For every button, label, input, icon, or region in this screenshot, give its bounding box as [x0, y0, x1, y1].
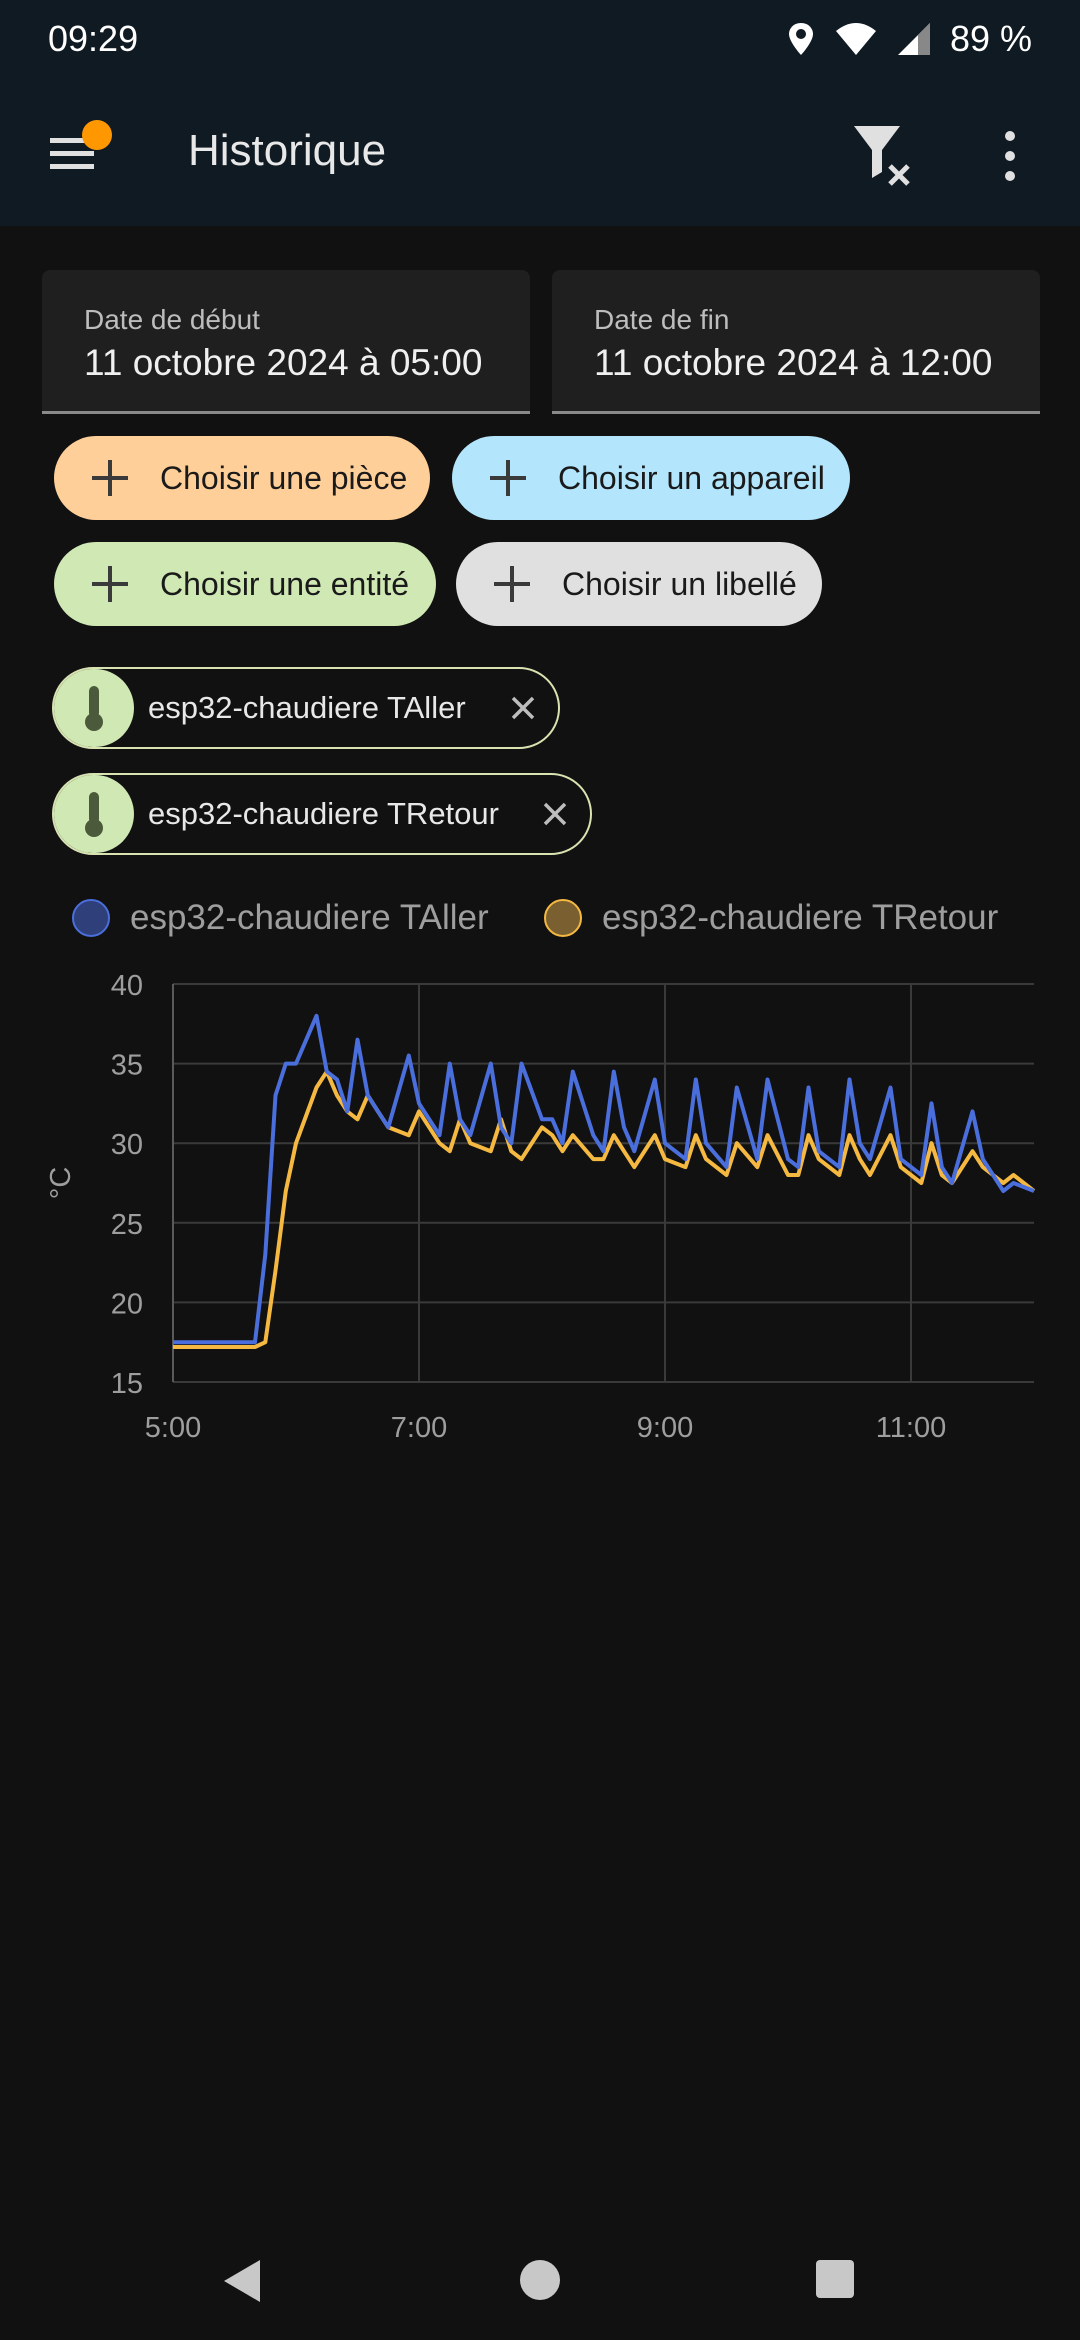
y-tick-label: 15	[111, 1368, 143, 1400]
back-icon[interactable]	[222, 2258, 262, 2304]
wifi-icon	[834, 21, 878, 57]
selected-entity-name: esp32-chaudiere TRetour	[148, 796, 499, 832]
battery-level: 89 %	[950, 18, 1032, 60]
choose-entity-button[interactable]: Choisir une entité	[54, 542, 436, 626]
x-tick-label: 11:00	[876, 1412, 946, 1444]
more-vert-icon[interactable]	[990, 128, 1030, 184]
status-bar: 09:29 89 %	[0, 0, 1080, 80]
choose-device-button[interactable]: Choisir un appareil	[452, 436, 850, 520]
location-icon	[786, 21, 816, 57]
plus-icon	[494, 566, 530, 602]
navigation-bar	[0, 2220, 1080, 2340]
selected-entity-name: esp32-chaudiere TAller	[148, 690, 466, 726]
x-tick-label: 9:00	[637, 1412, 693, 1444]
filter-clear-icon[interactable]	[850, 122, 916, 188]
legend-dot	[544, 899, 582, 937]
choose-area-button[interactable]: Choisir une pièce	[54, 436, 430, 520]
start-date-field[interactable]: Date de début 11 octobre 2024 à 05:00	[42, 270, 530, 414]
x-tick-label: 7:00	[391, 1412, 447, 1444]
y-tick-label: 35	[111, 1050, 143, 1082]
remove-entity-icon[interactable]	[538, 797, 572, 831]
legend-item-taller[interactable]: esp32-chaudiere TAller	[72, 898, 489, 938]
x-tick-label: 5:00	[145, 1412, 201, 1444]
page-title: Historique	[188, 126, 386, 176]
thermometer-icon	[80, 790, 108, 838]
legend-dot	[72, 899, 110, 937]
plus-icon	[92, 566, 128, 602]
series-line-tretour	[173, 1072, 1034, 1347]
y-tick-label: 30	[111, 1129, 143, 1161]
entity-icon-container	[54, 775, 134, 853]
start-date-value: 11 octobre 2024 à 05:00	[84, 342, 482, 384]
app-bar: Historique	[0, 80, 1080, 226]
legend-item-tretour[interactable]: esp32-chaudiere TRetour	[544, 898, 998, 938]
choose-device-label: Choisir un appareil	[558, 460, 825, 497]
legend-label: esp32-chaudiere TAller	[130, 898, 489, 938]
end-date-field[interactable]: Date de fin 11 octobre 2024 à 12:00	[552, 270, 1040, 414]
signal-icon	[896, 21, 932, 57]
selected-entity-chip[interactable]: esp32-chaudiere TRetour	[52, 773, 592, 855]
y-tick-label: 25	[111, 1209, 143, 1241]
plus-icon	[92, 460, 128, 496]
choose-label-button[interactable]: Choisir un libellé	[456, 542, 822, 626]
end-date-value: 11 octobre 2024 à 12:00	[594, 342, 992, 384]
y-tick-label: 20	[111, 1288, 143, 1320]
choose-entity-label: Choisir une entité	[160, 566, 409, 603]
series-line-taller	[173, 1016, 1034, 1342]
status-icons: 89 %	[786, 18, 1032, 60]
legend-label: esp32-chaudiere TRetour	[602, 898, 998, 938]
choose-label-label: Choisir un libellé	[562, 566, 797, 603]
selected-entity-chip[interactable]: esp32-chaudiere TAller	[52, 667, 560, 749]
end-date-label: Date de fin	[594, 304, 729, 336]
recent-apps-icon[interactable]	[816, 2260, 854, 2298]
choose-area-label: Choisir une pièce	[160, 460, 407, 497]
plus-icon	[490, 460, 526, 496]
remove-entity-icon[interactable]	[506, 691, 540, 725]
start-date-label: Date de début	[84, 304, 260, 336]
status-time: 09:29	[48, 18, 138, 60]
y-tick-label: 40	[111, 970, 143, 1002]
entity-icon-container	[54, 669, 134, 747]
notification-badge	[82, 120, 112, 150]
home-icon[interactable]	[520, 2260, 560, 2300]
history-chart[interactable]: 15 20 25 30 35 40 5:00 7:00 9:00 11:00 °C	[0, 960, 1080, 1460]
y-axis-label: °C	[45, 1167, 77, 1200]
thermometer-icon	[80, 684, 108, 732]
